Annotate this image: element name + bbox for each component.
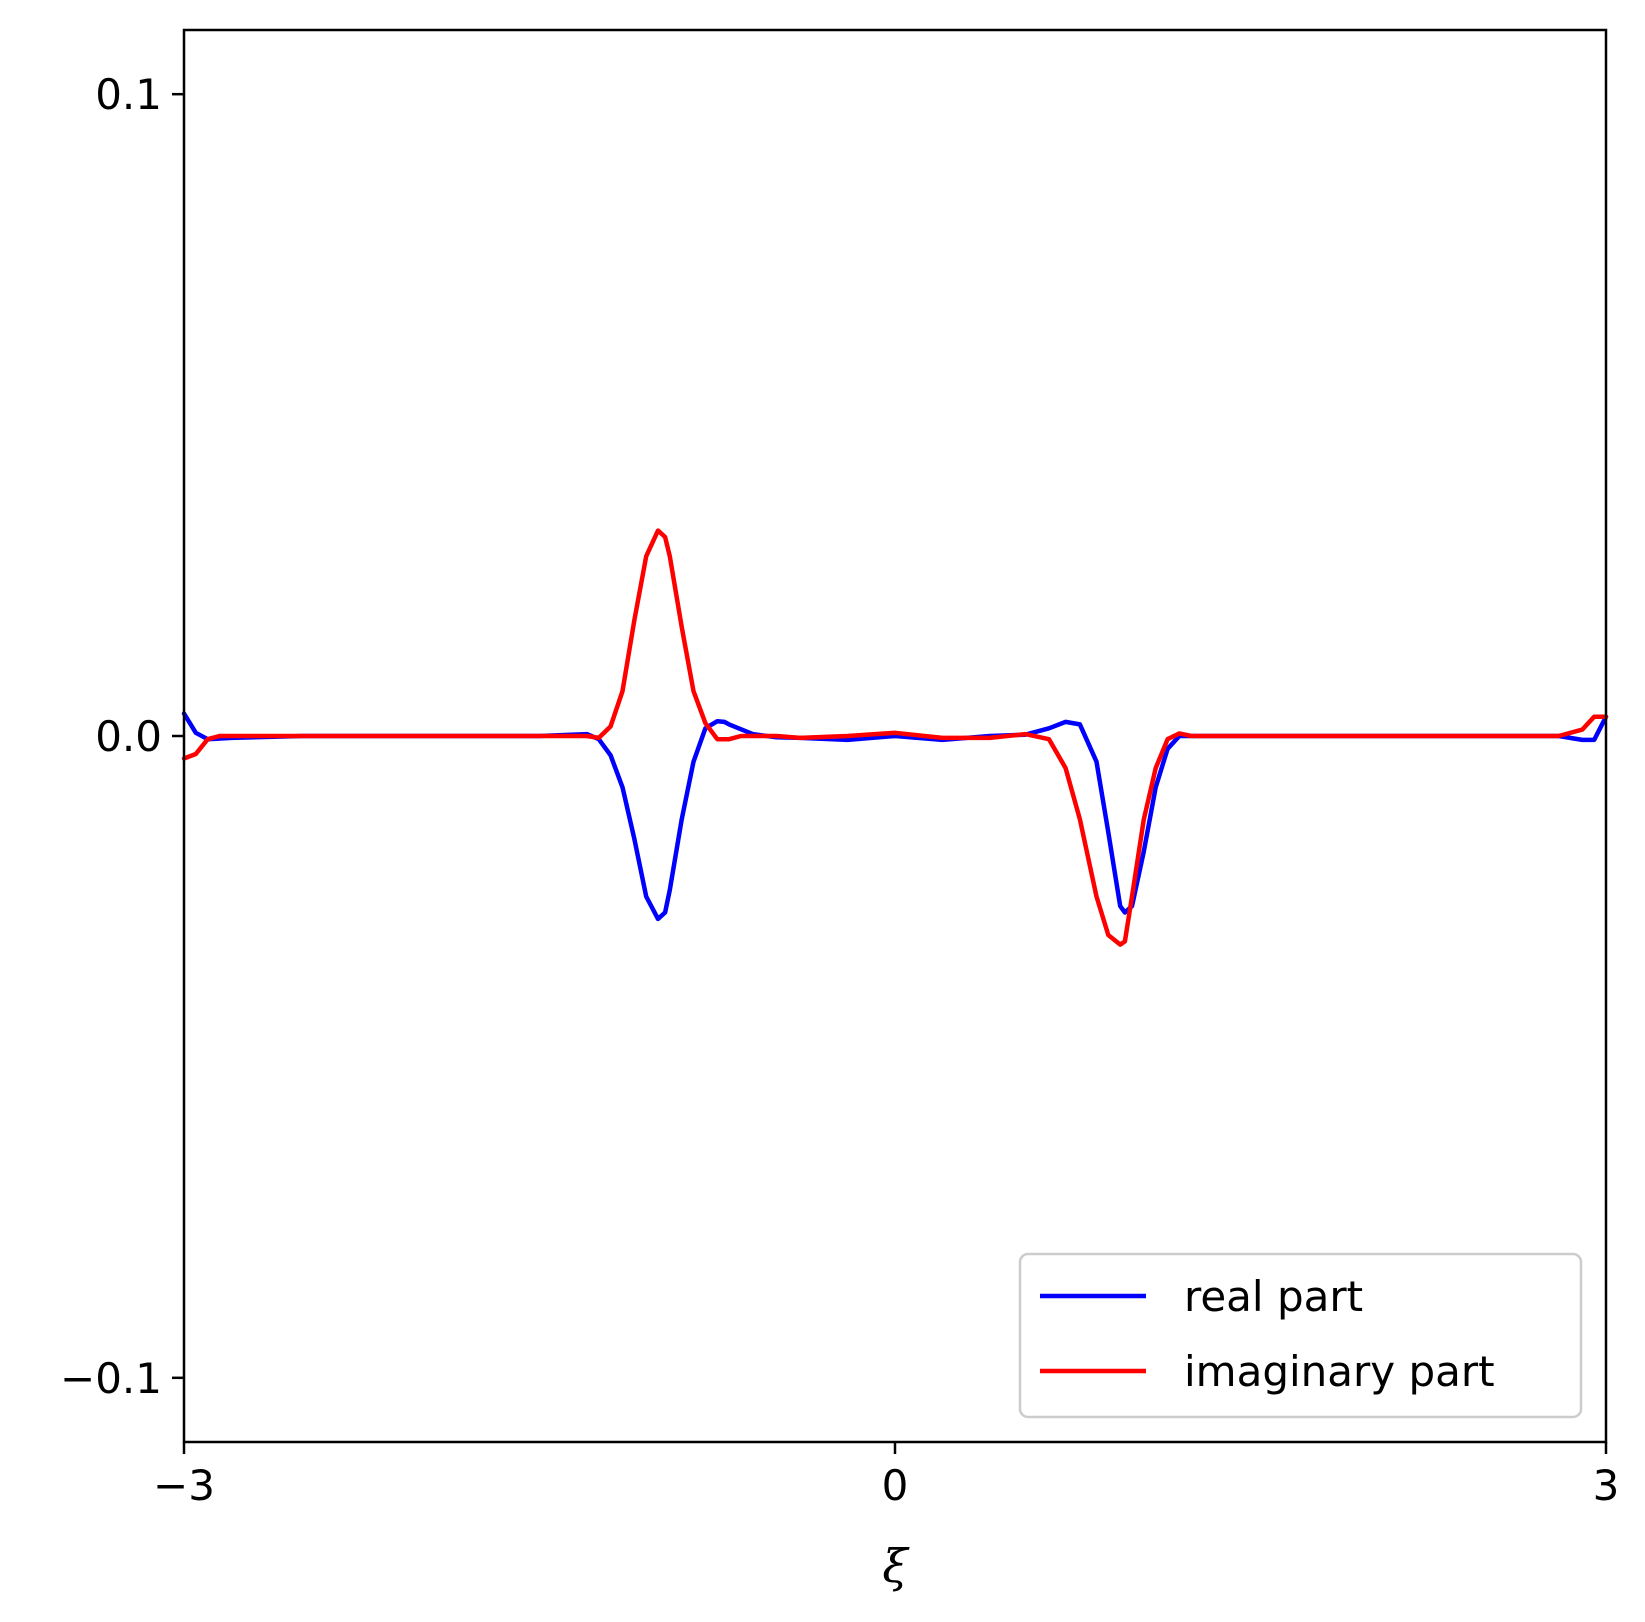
x-axis: −3 0 3 — [153, 1442, 1619, 1510]
y-axis: 0.1 0.0 −0.1 — [60, 70, 184, 1403]
x-tick-label: 0 — [882, 1461, 909, 1510]
x-tick-label: −3 — [153, 1461, 215, 1510]
legend: real part imaginary part — [1018, 1252, 1583, 1419]
x-axis-label: ξ — [882, 1539, 910, 1593]
series-layer — [181, 528, 1609, 947]
y-tick-label: −0.1 — [60, 1354, 162, 1403]
legend-box — [1018, 1252, 1583, 1419]
series-line-imaginary-part — [181, 528, 1609, 947]
y-tick-label: 0.1 — [95, 70, 162, 119]
legend-label-real-part: real part — [1184, 1272, 1363, 1321]
y-tick-label: 0.0 — [95, 712, 162, 761]
x-tick-label: 3 — [1593, 1461, 1620, 1510]
legend-label-imaginary-part: imaginary part — [1184, 1347, 1495, 1396]
